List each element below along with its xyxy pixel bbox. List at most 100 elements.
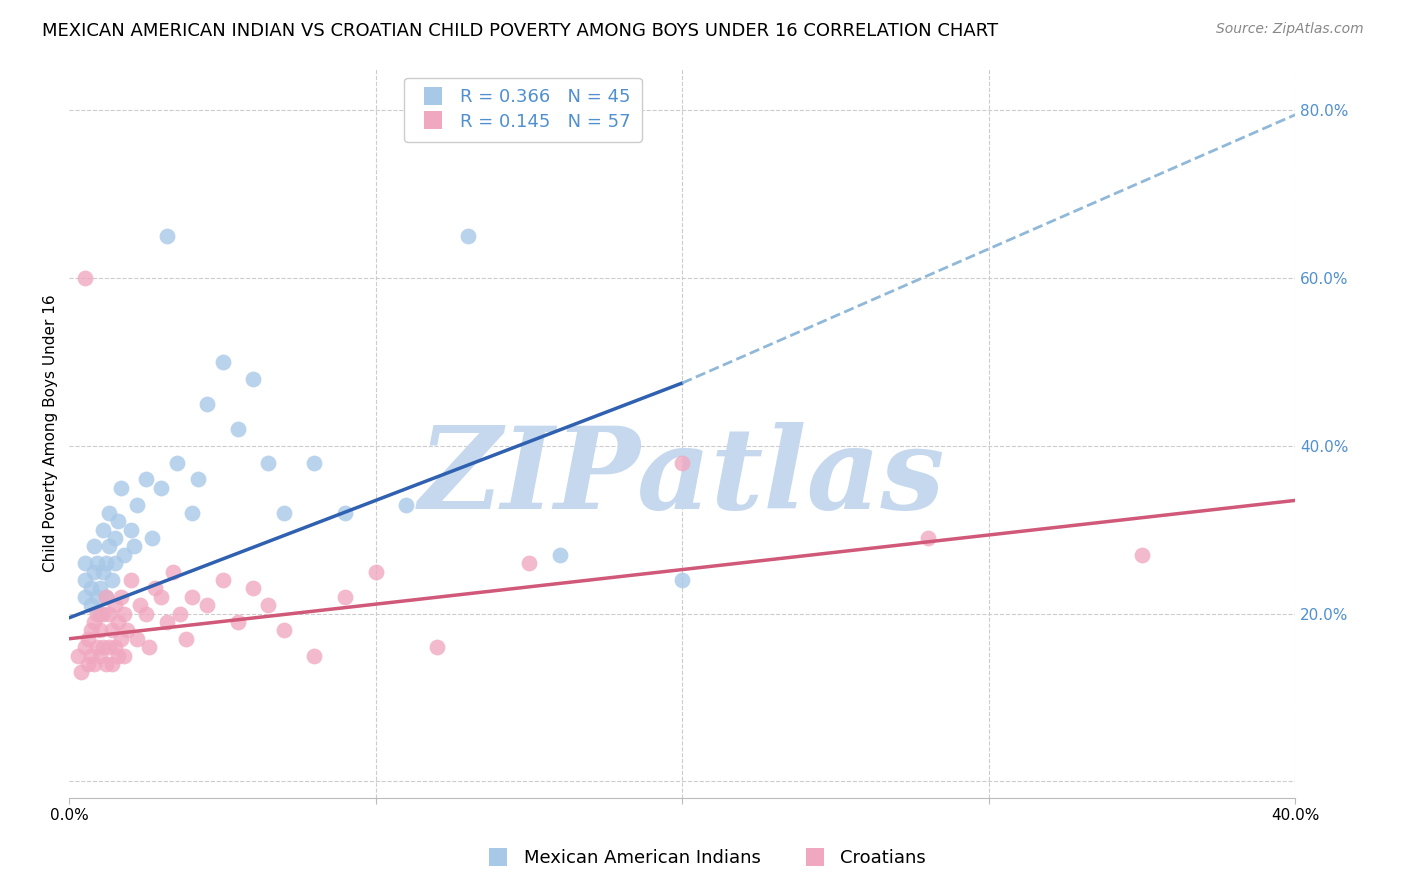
Point — [517, 556, 540, 570]
Point — [187, 472, 209, 486]
Point — [98, 506, 121, 520]
Point — [457, 229, 479, 244]
Point — [333, 506, 356, 520]
Point — [86, 640, 108, 654]
Point — [364, 565, 387, 579]
Point — [104, 640, 127, 654]
Point — [195, 598, 218, 612]
Point — [257, 598, 280, 612]
Legend: Mexican American Indians, Croatians: Mexican American Indians, Croatians — [472, 842, 934, 874]
Point — [156, 229, 179, 244]
Point — [104, 531, 127, 545]
Point — [94, 590, 117, 604]
Point — [101, 657, 124, 671]
Point — [273, 624, 295, 638]
Point — [80, 582, 103, 596]
Point — [125, 632, 148, 646]
Point — [73, 556, 96, 570]
Point — [94, 556, 117, 570]
Point — [156, 615, 179, 629]
Point — [180, 506, 202, 520]
Point — [80, 598, 103, 612]
Point — [150, 481, 173, 495]
Point — [80, 648, 103, 663]
Point — [110, 590, 132, 604]
Point — [110, 481, 132, 495]
Point — [83, 615, 105, 629]
Point — [117, 624, 139, 638]
Point — [166, 456, 188, 470]
Point — [125, 498, 148, 512]
Point — [143, 582, 166, 596]
Point — [257, 456, 280, 470]
Point — [89, 624, 111, 638]
Point — [304, 456, 326, 470]
Point — [91, 565, 114, 579]
Point — [162, 565, 184, 579]
Point — [86, 556, 108, 570]
Point — [107, 648, 129, 663]
Point — [98, 540, 121, 554]
Point — [83, 657, 105, 671]
Point — [112, 548, 135, 562]
Point — [104, 598, 127, 612]
Point — [94, 657, 117, 671]
Point — [73, 573, 96, 587]
Point — [83, 565, 105, 579]
Point — [89, 648, 111, 663]
Text: Source: ZipAtlas.com: Source: ZipAtlas.com — [1216, 22, 1364, 37]
Point — [273, 506, 295, 520]
Point — [89, 607, 111, 621]
Point — [917, 531, 939, 545]
Point — [86, 590, 108, 604]
Point — [110, 632, 132, 646]
Point — [73, 271, 96, 285]
Point — [1130, 548, 1153, 562]
Point — [120, 523, 142, 537]
Legend: R = 0.366   N = 45, R = 0.145   N = 57: R = 0.366 N = 45, R = 0.145 N = 57 — [404, 78, 641, 142]
Point — [101, 573, 124, 587]
Point — [104, 556, 127, 570]
Point — [138, 640, 160, 654]
Point — [101, 624, 124, 638]
Y-axis label: Child Poverty Among Boys Under 16: Child Poverty Among Boys Under 16 — [44, 294, 58, 572]
Point — [67, 648, 90, 663]
Point — [180, 590, 202, 604]
Point — [226, 615, 249, 629]
Point — [671, 573, 693, 587]
Point — [76, 632, 98, 646]
Point — [91, 523, 114, 537]
Point — [120, 573, 142, 587]
Point — [211, 573, 233, 587]
Point — [304, 648, 326, 663]
Point — [107, 615, 129, 629]
Point — [242, 582, 264, 596]
Point — [70, 665, 93, 680]
Point — [426, 640, 449, 654]
Point — [211, 355, 233, 369]
Point — [89, 582, 111, 596]
Point — [112, 648, 135, 663]
Point — [98, 640, 121, 654]
Point — [73, 640, 96, 654]
Point — [671, 456, 693, 470]
Point — [226, 422, 249, 436]
Text: ZIPatlas: ZIPatlas — [419, 422, 946, 533]
Point — [107, 514, 129, 528]
Point — [242, 372, 264, 386]
Point — [80, 624, 103, 638]
Point — [135, 472, 157, 486]
Text: MEXICAN AMERICAN INDIAN VS CROATIAN CHILD POVERTY AMONG BOYS UNDER 16 CORRELATIO: MEXICAN AMERICAN INDIAN VS CROATIAN CHIL… — [42, 22, 998, 40]
Point — [174, 632, 197, 646]
Point — [122, 540, 145, 554]
Point — [128, 598, 150, 612]
Point — [333, 590, 356, 604]
Point — [91, 640, 114, 654]
Point — [91, 607, 114, 621]
Point — [94, 590, 117, 604]
Point — [169, 607, 191, 621]
Point — [98, 607, 121, 621]
Point — [135, 607, 157, 621]
Point — [76, 657, 98, 671]
Point — [141, 531, 163, 545]
